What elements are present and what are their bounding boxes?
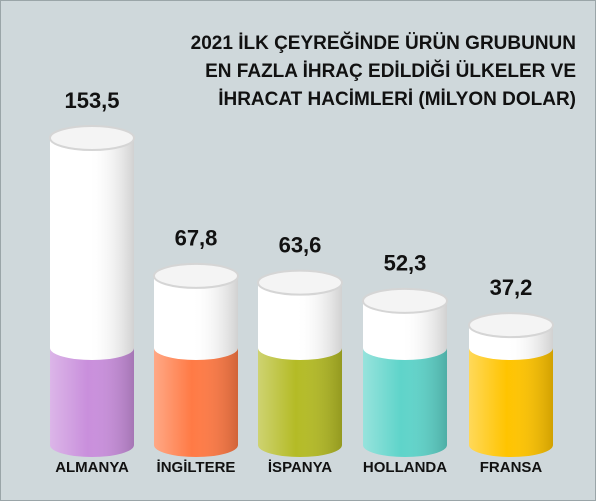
value-label: 52,3 [384,251,427,276]
category-label: HOLLANDA [363,459,447,476]
category-label: FRANSA [480,459,543,476]
cylinder [257,269,343,457]
chart-title: EN FAZLA İHRAÇ EDİLDİĞİ ÜLKELER VE [205,60,576,82]
bar-shade [469,325,553,457]
bar-top [362,287,448,314]
chart-title: İHRACAT HACİMLERİ (MİLYON DOLAR) [218,89,576,110]
bar-top [468,312,554,339]
category-label: İSPANYA [268,459,332,476]
value-label: 63,6 [279,232,322,257]
bar-top [257,269,343,296]
value-label: 37,2 [490,275,533,300]
bar-top [49,125,135,151]
bar-top [153,262,239,289]
cylinder [468,312,554,457]
bar-shade [363,300,447,457]
cylinder [49,125,135,457]
chart-title: 2021 İLK ÇEYREĞİNDE ÜRÜN GRUBUNUN [191,32,576,54]
category-label: İNGİLTERE [157,459,236,476]
value-label: 153,5 [64,88,119,113]
bar-shade [154,275,238,457]
cylinder [153,262,239,457]
bar-shade [50,138,134,457]
cylinder [362,287,448,457]
category-label: ALMANYA [55,459,129,476]
value-label: 67,8 [175,226,218,251]
bar-shade [258,282,342,457]
